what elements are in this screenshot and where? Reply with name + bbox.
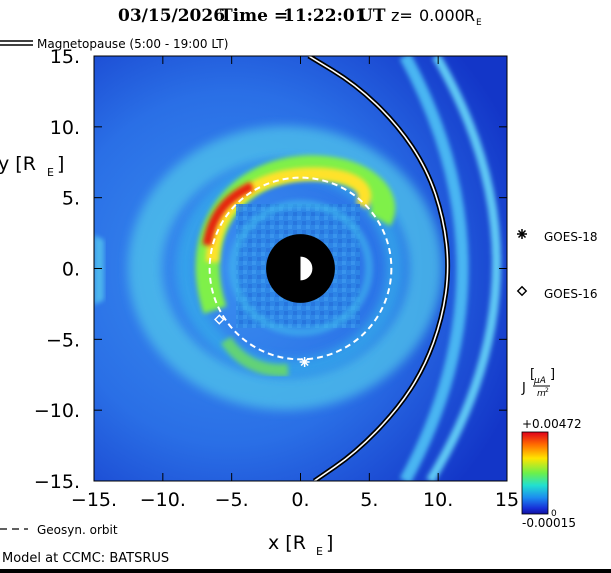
x-tick-label: −15.: [71, 489, 117, 511]
colorbar-gradient: [521, 431, 549, 515]
colorbar-bracket-open: [: [530, 367, 535, 382]
colorbar-label: J: [521, 381, 526, 396]
magnetopause-line-inner: [308, 56, 449, 481]
geosyn-legend: Geosyn. orbit: [0, 523, 118, 537]
geosyn-legend-label: Geosyn. orbit: [37, 523, 118, 537]
goes18-marker: [299, 357, 310, 367]
x-axis-label: x [R E ]: [268, 532, 333, 558]
x-tick-label: 10.: [423, 489, 453, 511]
y-axis-label-sub: E: [47, 166, 54, 179]
geosynchronous-orbit: [208, 176, 393, 361]
header-z-unit-sub: E: [476, 18, 482, 28]
header-time-label: Time =: [220, 6, 288, 26]
goes16-legend-label: GOES-16: [544, 287, 598, 301]
y-axis-label-close: ]: [57, 153, 64, 175]
y-axis-label-text: y [R: [0, 153, 36, 175]
goes18-legend-label: GOES-18: [544, 230, 598, 244]
colorbar-unit-exponent: 2: [545, 387, 549, 394]
y-tick-label: 0.: [62, 259, 80, 281]
colorbar-min-label: -0.00015: [522, 516, 576, 530]
header-time: 11:22:01: [283, 6, 367, 26]
colorbar-unit-denominator: m: [537, 389, 546, 399]
x-tick-label: 0.: [291, 489, 309, 511]
header-z-value: 0.000: [419, 6, 465, 25]
y-axis-label: y [R E ]: [0, 153, 64, 179]
y-axis: 15. 10. 5. 0. −5. −10. −15.: [34, 46, 507, 493]
x-axis-label-close: ]: [326, 532, 333, 554]
goes18-legend-icon: [517, 229, 527, 239]
earth-nightside: [288, 256, 301, 281]
satellite-legend: GOES-18 GOES-16: [516, 229, 598, 301]
x-axis-label-text: x [R: [268, 532, 306, 554]
inner-cyan-ring: [229, 200, 373, 336]
x-tick-label: −5.: [215, 489, 249, 511]
header-z-unit: R: [464, 6, 475, 25]
y-tick-label: 15.: [50, 46, 80, 68]
colorbar-unit-numerator: μA: [533, 376, 546, 386]
ring-current-south: [220, 336, 289, 377]
outer-ring-1: [399, 56, 469, 481]
colorbar: J μA m 2 [ ] +0.00472 0 -0.00015: [521, 367, 582, 530]
y-tick-label: −15.: [34, 471, 80, 493]
x-tick-label: −10.: [140, 489, 186, 511]
x-tick-label: 5.: [360, 489, 378, 511]
y-tick-label: −5.: [46, 329, 80, 351]
y-tick-label: 10.: [50, 117, 80, 139]
bottom-bar: [0, 569, 611, 573]
colorbar-zero-label: 0: [551, 509, 557, 519]
goes16-legend-icon: [516, 285, 528, 297]
ring-current-red: [202, 181, 254, 246]
header-time-unit: UT: [358, 6, 386, 26]
colorbar-max-label: +0.00472: [522, 417, 582, 431]
y-tick-label: 5.: [62, 188, 80, 210]
left-boundary-band: [94, 235, 104, 305]
plot-area: [94, 56, 507, 481]
y-tick-label: −10.: [34, 400, 80, 422]
magnetopause-legend: Magnetopause (5:00 - 19:00 LT): [0, 37, 228, 51]
header-date: 03/15/2026: [118, 6, 225, 26]
magnetopause-legend-label: Magnetopause (5:00 - 19:00 LT): [37, 37, 228, 51]
cyan-halo: [128, 126, 442, 410]
colorbar-bracket-close: ]: [550, 367, 555, 382]
model-credit: Model at CCMC: BATSRUS: [2, 551, 169, 566]
x-tick-label: 15: [495, 489, 519, 511]
outer-ring-2: [426, 56, 501, 481]
x-axis: −15. −10. −5. 0. 5. 10. 15: [71, 56, 519, 511]
x-axis-label-sub: E: [316, 545, 323, 558]
header-z-label: z=: [391, 6, 413, 25]
goes16-marker: [214, 314, 225, 325]
